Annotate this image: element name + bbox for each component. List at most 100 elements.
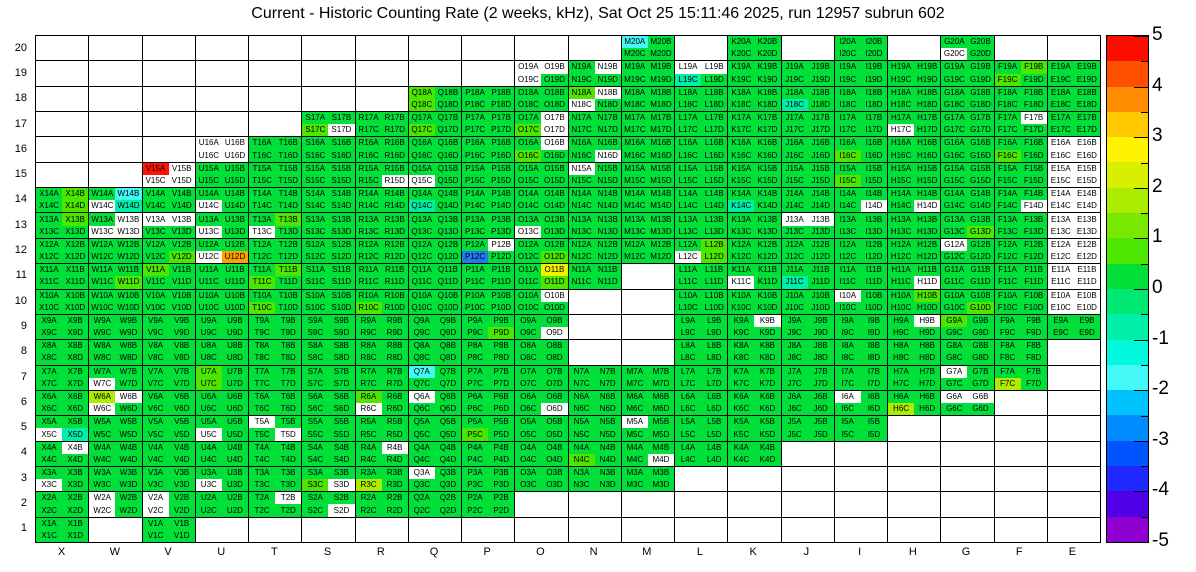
cell-label: V15D [171, 176, 192, 185]
cell-I17A: I17A [834, 112, 861, 125]
cell-K6D: K6D [754, 403, 781, 416]
cell-label: L10B [704, 290, 724, 300]
cell-O8B: O8B [541, 340, 568, 353]
cell-label: Q7C [413, 378, 431, 388]
cell-W2D: W2D [115, 504, 142, 517]
cell-label: O6A [520, 391, 537, 401]
cell-label: I18C [839, 99, 857, 109]
cell-label: O3A [520, 468, 537, 478]
cell-F17C: F17C [994, 124, 1021, 137]
cell-I7B: I7B [860, 365, 887, 378]
cell-label: K9D [759, 328, 776, 338]
cell-T5D: T5D [275, 428, 302, 441]
colorbar-band-13 [1107, 364, 1148, 391]
cell-W13C: W13C [89, 225, 116, 238]
cell-label: F10D [1023, 302, 1044, 312]
cell-K15D: K15D [754, 174, 781, 188]
group-W10: W10A W10B W10C W10D [89, 289, 142, 314]
cell-label: K17D [757, 125, 778, 135]
cell-label: P3D [493, 480, 509, 490]
group-G3 [941, 466, 994, 492]
cell-X11C: X11C [36, 276, 63, 289]
cell-P16D: P16D [488, 149, 515, 162]
cell-label: T6D [280, 404, 296, 414]
cell-S14B: S14B [328, 188, 355, 201]
cell-label: I9D [867, 328, 881, 338]
cell-E16C: E16C [1047, 149, 1074, 162]
cell-label: T15C [252, 176, 272, 185]
cell-H17C: H17C [888, 124, 915, 137]
cell-V7B: V7B [168, 365, 195, 378]
cell-E14D: E14D [1073, 200, 1100, 213]
group-F14: F14A F14B F14C F14D [994, 188, 1047, 213]
cell-H18A: H18A [888, 86, 915, 99]
cell-H12D: H12D [914, 250, 941, 264]
cell-X4B: X4B [62, 441, 89, 454]
cell-P8A: P8A [462, 340, 489, 353]
cell-label: E19B [1077, 62, 1097, 72]
cell-label: Q10D [437, 302, 459, 312]
group-R12: R12A R12B R12C R12D [355, 238, 408, 264]
cell-T7B: T7B [275, 365, 302, 378]
cell-label: P6A [467, 391, 483, 401]
cell-R6D: R6D [381, 403, 408, 416]
cell-label: R9A [360, 315, 377, 325]
group-T2: T2A T2B T2C T2D [249, 492, 302, 517]
cell-label: L5A [680, 417, 696, 427]
colorbar-tick [1141, 61, 1148, 63]
group-O2 [515, 492, 568, 517]
cell-I17D: I17D [860, 124, 887, 137]
cell-label: U2A [201, 493, 217, 503]
cell-label: U12B [224, 239, 245, 249]
cell-K5B: K5B [754, 416, 781, 429]
cell-label: X14B [65, 189, 85, 199]
cell-label: I19D [865, 74, 883, 84]
cell-U6C: U6C [195, 403, 222, 416]
cell-label: M17C [624, 125, 646, 135]
cell-label: O17A [518, 113, 539, 123]
cell-I15D: I15D [860, 174, 887, 188]
cell-label: F16D [1023, 150, 1044, 160]
cell-U5B: U5B [221, 416, 248, 429]
cell-label: V6D [173, 404, 190, 414]
cell-E11B: E11B [1073, 264, 1100, 277]
cell-label: N13D [597, 226, 618, 236]
cell-J19A: J19A [781, 61, 808, 74]
cell-I5B: I5B [860, 416, 887, 429]
cell-T12C: T12C [249, 250, 276, 264]
cell-N3C: N3C [568, 479, 595, 492]
cell-label: G10B [970, 290, 991, 300]
cell-L14B: L14B [701, 188, 728, 201]
cell-E17C: E17C [1047, 124, 1074, 137]
cell-label: Q18B [437, 87, 459, 97]
cell-W5B: W5B [115, 416, 142, 429]
group-M19: M19A M19B M19C M19D [621, 61, 674, 86]
group-N12: N12A N12B N12C N12D [568, 238, 621, 264]
group-J15: J15A J15B J15C J15D [781, 162, 834, 188]
cell-label: P17A [465, 113, 485, 123]
cell-M18A: M18A [621, 86, 648, 99]
group-Q15: Q15A Q15B Q15C Q15D [408, 162, 461, 188]
group-M7: M7A M7B M7C M7D [621, 365, 674, 390]
cell-F9A: F9A [994, 314, 1021, 328]
group-E9: E9A E9B E9C E9D [1047, 314, 1100, 340]
cell-label: G7B [972, 366, 989, 376]
cell-G17D: G17D [967, 124, 994, 137]
group-X14: X14A X14B X14C X14D [36, 188, 89, 213]
cell-label: I7A [841, 366, 854, 376]
group-L7: L7A L7B L7C L7D [675, 365, 728, 390]
group-E1 [1047, 517, 1100, 542]
cell-P10D: P10D [488, 301, 515, 314]
group-P13: P13A P13B P13C P13D [462, 213, 515, 238]
cell-L11A: L11A [675, 264, 702, 277]
cell-label: F14B [1024, 189, 1044, 199]
cell-label: U6C [200, 404, 217, 414]
cell-label: N7C [573, 378, 590, 388]
cell-K15C: K15C [728, 174, 755, 188]
cell-J17C: J17C [781, 124, 808, 137]
cell-label: H18A [891, 87, 912, 97]
cell-M14C: M14C [621, 200, 648, 213]
cell-label: L11D [704, 277, 724, 287]
cell-label: O11D [544, 277, 565, 287]
cell-P10C: P10C [462, 301, 489, 314]
